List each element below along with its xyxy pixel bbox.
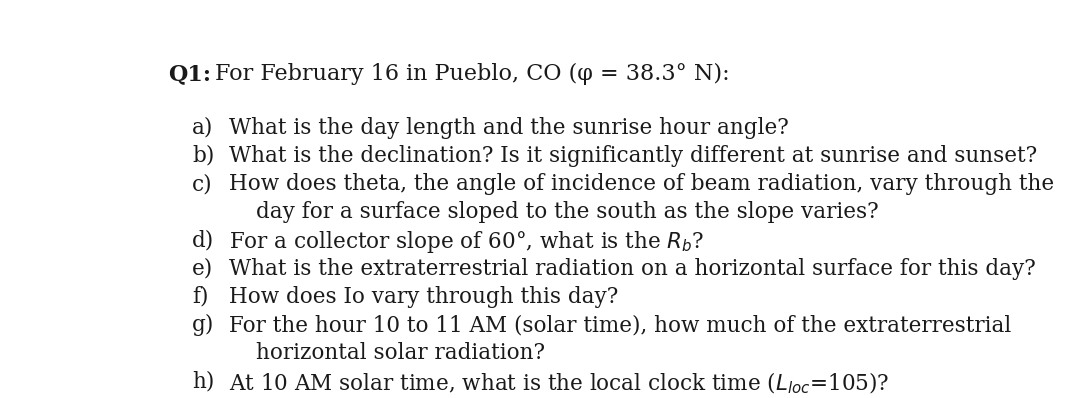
Text: Q1:: Q1:: [168, 63, 212, 85]
Text: For February 16 in Pueblo, CO (φ = 38.3° N):: For February 16 in Pueblo, CO (φ = 38.3°…: [215, 63, 729, 85]
Text: How does theta, the angle of incidence of beam radiation, vary through the: How does theta, the angle of incidence o…: [229, 173, 1054, 195]
Text: e): e): [192, 258, 213, 280]
Text: h): h): [192, 371, 214, 392]
Text: f): f): [192, 286, 208, 308]
Text: a): a): [192, 117, 213, 139]
Text: What is the declination? Is it significantly different at sunrise and sunset?: What is the declination? Is it significa…: [229, 145, 1037, 167]
Text: At 10 AM solar time, what is the local clock time ($L_{loc}$=105)?: At 10 AM solar time, what is the local c…: [229, 371, 889, 396]
Text: For the hour 10 to 11 AM (solar time), how much of the extraterrestrial: For the hour 10 to 11 AM (solar time), h…: [229, 314, 1011, 336]
Text: horizontal solar radiation?: horizontal solar radiation?: [256, 342, 545, 364]
Text: For a collector slope of 60°, what is the $R_b$?: For a collector slope of 60°, what is th…: [229, 230, 704, 256]
Text: d): d): [192, 230, 214, 252]
Text: b): b): [192, 145, 214, 167]
Text: What is the extraterrestrial radiation on a horizontal surface for this day?: What is the extraterrestrial radiation o…: [229, 258, 1036, 280]
Text: g): g): [192, 314, 214, 336]
Text: c): c): [192, 173, 213, 195]
Text: How does Io vary through this day?: How does Io vary through this day?: [229, 286, 618, 308]
Text: day for a surface sloped to the south as the slope varies?: day for a surface sloped to the south as…: [256, 201, 879, 223]
Text: What is the day length and the sunrise hour angle?: What is the day length and the sunrise h…: [229, 117, 788, 139]
